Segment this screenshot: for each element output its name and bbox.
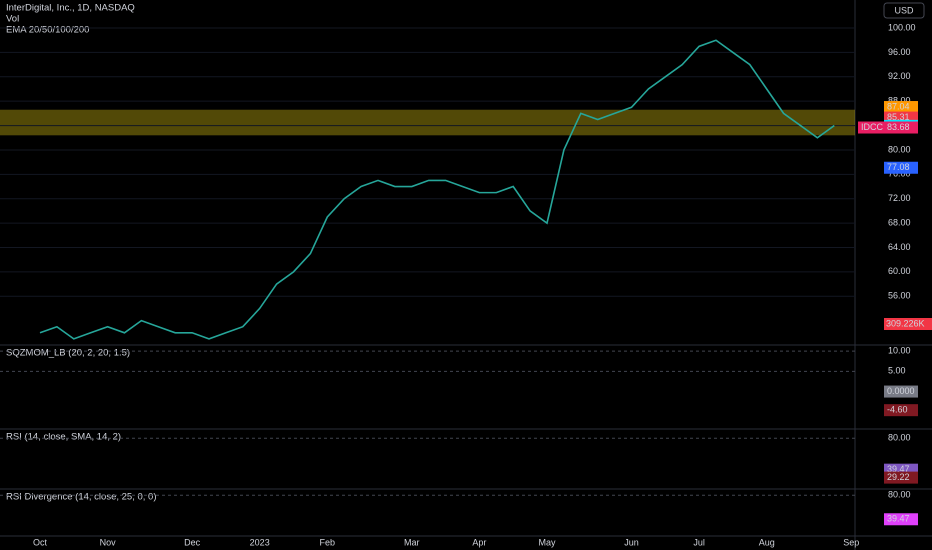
x-tick-label: Sep bbox=[843, 537, 859, 547]
y-tick-label: 64.00 bbox=[888, 242, 911, 252]
currency-button[interactable] bbox=[883, 2, 925, 19]
x-tick-label: Jul bbox=[693, 537, 705, 547]
panel-tick-label: 80.00 bbox=[888, 490, 911, 500]
panel-badge bbox=[884, 471, 918, 484]
currency[interactable]: USD bbox=[894, 5, 914, 15]
y-tick-label: 72.00 bbox=[888, 193, 911, 203]
panel-badge-label: 29.22 bbox=[887, 472, 910, 482]
price-line bbox=[39, 39, 835, 340]
panel-badge bbox=[884, 385, 918, 398]
x-tick-label: Nov bbox=[100, 537, 117, 547]
panel-tick-label: 5.00 bbox=[888, 366, 906, 376]
x-tick-label: Mar bbox=[404, 537, 420, 547]
price-label: 85.31 bbox=[887, 112, 910, 122]
panel-badge-label: 39.47 bbox=[887, 514, 910, 524]
panel-label: SQZMOM_LB (20, 2, 20, 1.5) bbox=[6, 348, 130, 359]
y-tick-label: 88.00 bbox=[888, 96, 911, 106]
price-badge bbox=[884, 121, 918, 134]
chart-title: InterDigital, Inc., 1D, NASDAQ bbox=[6, 3, 135, 14]
panel-badge-label: 39.47 bbox=[887, 464, 910, 474]
price-badge bbox=[884, 101, 918, 114]
x-tick-label: 2023 bbox=[250, 537, 270, 547]
y-tick-label: 100.00 bbox=[888, 22, 916, 32]
volume-label: Vol bbox=[6, 14, 19, 25]
price-label: 77.08 bbox=[887, 162, 910, 172]
symbol-badge bbox=[858, 121, 884, 134]
ema-label: EMA 20/50/100/200 bbox=[6, 25, 89, 36]
panel-tick-label: 10.00 bbox=[888, 345, 911, 355]
panel-label: RSI Divergence (14, close, 25, 0, 0) bbox=[6, 492, 157, 503]
volume-badge bbox=[884, 318, 932, 330]
x-tick-label: Apr bbox=[472, 537, 486, 547]
x-tick-label: Oct bbox=[33, 537, 48, 547]
x-tick-label: Aug bbox=[759, 537, 775, 547]
y-tick-label: 60.00 bbox=[888, 266, 911, 276]
y-tick-label: 80.00 bbox=[888, 144, 911, 154]
price-label: 87.04 bbox=[887, 101, 910, 111]
y-tick-label: 96.00 bbox=[888, 47, 911, 57]
volume-last: 309.226K bbox=[886, 318, 925, 328]
x-tick-label: Jun bbox=[624, 537, 639, 547]
panel-badge-label: -4.60 bbox=[887, 405, 908, 415]
panel-label: RSI (14, close, SMA, 14, 2) bbox=[6, 432, 121, 443]
panel-tick-label: 80.00 bbox=[888, 433, 911, 443]
price-badge bbox=[884, 161, 918, 174]
x-tick-label: Feb bbox=[320, 537, 336, 547]
x-tick-label: Dec bbox=[184, 537, 201, 547]
panel-badge-label: 0.0000 bbox=[887, 386, 915, 396]
y-tick-label: 68.00 bbox=[888, 217, 911, 227]
price-label: 83.68 bbox=[887, 122, 910, 132]
x-tick-label: May bbox=[538, 537, 556, 547]
y-tick-label: 92.00 bbox=[888, 71, 911, 81]
panel-badge bbox=[884, 404, 918, 417]
y-tick-label: 56.00 bbox=[888, 291, 911, 301]
symbol-label: IDCC bbox=[861, 122, 883, 132]
zone bbox=[0, 109, 855, 136]
panel-badge bbox=[884, 513, 918, 526]
